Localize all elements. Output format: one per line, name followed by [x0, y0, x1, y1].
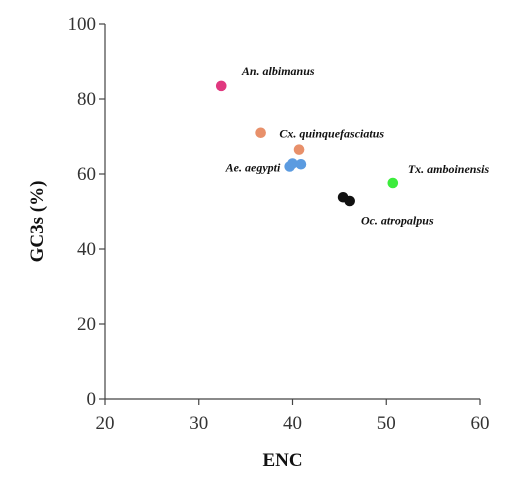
- data-point: [344, 195, 355, 207]
- plot-area: 20 30 40 50 60 0 20 40 60 80 100 An. albimanus Cx.…: [68, 14, 490, 434]
- y-tick-label: 80: [77, 89, 96, 110]
- data-point: [295, 158, 307, 170]
- data-point: [255, 127, 266, 139]
- x-axis-ticks: 20 30 40 50 60: [96, 399, 490, 434]
- data-point: [287, 158, 298, 169]
- point-annotations: An. albimanus Cx. quinquefasciatus Ae. aeg…: [225, 64, 490, 227]
- y-tick-label: 100: [68, 14, 97, 35]
- y-axis-ticks: 0 20 40 60 80 100: [68, 14, 105, 410]
- point-label: Cx. quinquefasciatus: [279, 126, 384, 140]
- y-axis-title: GC3s (%): [27, 181, 48, 263]
- y-tick-label: 60: [77, 164, 96, 185]
- data-point: [387, 177, 399, 189]
- x-tick-label: 50: [377, 413, 396, 434]
- data-point: [215, 80, 227, 92]
- point-label: Tx. amboinensis: [408, 162, 490, 176]
- x-tick-label: 30: [189, 413, 208, 434]
- data-point: [293, 144, 305, 155]
- point-label: Oc. atropalpus: [361, 213, 434, 227]
- point-label: Ae. aegypti: [225, 160, 281, 174]
- x-tick-label: 60: [471, 413, 490, 434]
- y-tick-label: 20: [77, 314, 96, 335]
- y-tick-label: 40: [77, 239, 96, 260]
- y-tick-label: 0: [87, 389, 97, 410]
- x-axis-title: ENC: [262, 450, 302, 471]
- point-label: An. albimanus: [241, 64, 315, 78]
- x-tick-label: 20: [96, 413, 115, 434]
- x-tick-label: 40: [283, 413, 302, 434]
- data-points: [215, 80, 399, 207]
